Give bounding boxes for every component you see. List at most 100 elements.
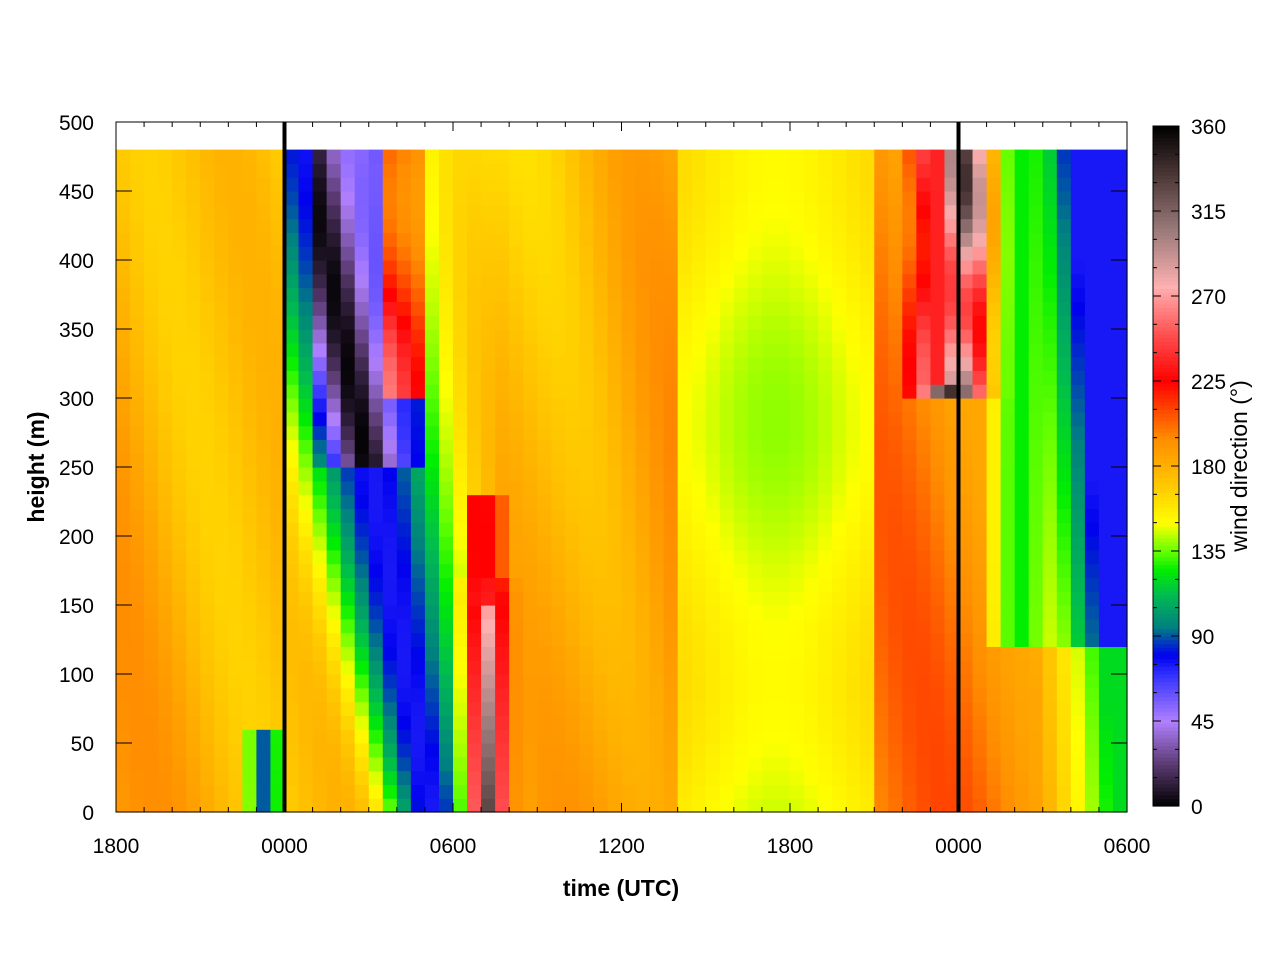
heatmap-cell	[368, 425, 384, 440]
colorbar-segment	[1153, 296, 1179, 301]
heatmap-cell	[130, 177, 145, 192]
heatmap-cell	[200, 618, 215, 634]
heatmap-cell	[368, 756, 384, 772]
heatmap-cell	[298, 480, 314, 496]
heatmap-cell	[691, 260, 707, 275]
heatmap-cell	[1098, 632, 1114, 647]
heatmap-cell	[481, 618, 496, 634]
heatmap-cell	[1070, 232, 1086, 247]
heatmap-cell	[790, 467, 805, 482]
heatmap-cell	[677, 177, 693, 192]
heatmap-cell	[705, 770, 721, 785]
heatmap-cell	[1112, 536, 1128, 551]
heatmap-cell	[1056, 756, 1072, 772]
heatmap-cell	[1112, 784, 1128, 799]
heatmap-cell	[607, 260, 623, 275]
heatmap-cell	[579, 149, 595, 164]
heatmap-cell	[677, 674, 693, 689]
heatmap-cell	[986, 398, 1002, 413]
heatmap-cell	[663, 549, 679, 565]
heatmap-cell	[804, 591, 819, 606]
heatmap-cell	[860, 618, 875, 634]
heatmap-cell	[186, 536, 201, 551]
heatmap-cell	[635, 756, 651, 772]
heatmap-cell	[214, 480, 229, 496]
heatmap-cell	[663, 287, 679, 302]
heatmap-cell	[607, 246, 623, 261]
heatmap-cell	[579, 384, 595, 399]
heatmap-cell	[481, 163, 496, 178]
heatmap-cell	[382, 674, 398, 689]
colorbar-segment	[1153, 137, 1179, 142]
heatmap-cell	[284, 646, 300, 661]
heatmap-cell	[691, 453, 707, 468]
heatmap-cell	[298, 342, 314, 358]
heatmap-cell	[537, 425, 552, 440]
heatmap-cell	[467, 674, 482, 689]
heatmap-cell	[649, 191, 665, 206]
heatmap-cell	[719, 687, 735, 703]
heatmap-cell	[537, 232, 552, 247]
heatmap-cell	[593, 218, 609, 233]
heatmap-cell	[242, 577, 258, 592]
heatmap-cell	[860, 177, 875, 192]
heatmap-cell	[523, 329, 538, 344]
colorbar-tick-label: 225	[1191, 371, 1226, 394]
heatmap-cell	[593, 163, 609, 178]
heatmap-cell	[200, 329, 215, 344]
colorbar-segment	[1153, 348, 1179, 354]
heatmap-cell	[635, 549, 651, 565]
colorbar-segment	[1153, 201, 1179, 206]
heatmap-cell	[846, 287, 861, 302]
heatmap-cell	[958, 232, 974, 247]
heatmap-cell	[354, 384, 370, 399]
heatmap-cell	[467, 715, 482, 730]
colorbar-segment	[1153, 314, 1179, 320]
heatmap-cell	[930, 260, 946, 275]
heatmap-cell	[481, 149, 496, 164]
heatmap-cell	[382, 329, 398, 344]
heatmap-cell	[804, 605, 819, 620]
colorbar-segment	[1153, 171, 1179, 176]
heatmap-cell	[410, 370, 426, 385]
heatmap-cell	[635, 329, 651, 344]
heatmap-cell	[453, 701, 468, 716]
heatmap-cell	[930, 646, 946, 661]
heatmap-cell	[284, 618, 300, 634]
heatmap-cell	[804, 508, 819, 523]
heatmap-cell	[481, 273, 496, 289]
heatmap-cell	[860, 660, 875, 675]
heatmap-cell	[1042, 246, 1058, 261]
heatmap-cell	[172, 743, 187, 758]
heatmap-cell	[228, 232, 243, 247]
heatmap-cell	[1000, 536, 1016, 551]
heatmap-cell	[172, 204, 187, 220]
heatmap-cell	[888, 453, 903, 468]
heatmap-cell	[930, 218, 946, 233]
heatmap-cell	[509, 218, 524, 233]
heatmap-cell	[972, 494, 988, 509]
heatmap-cell	[340, 439, 356, 454]
heatmap-cell	[1000, 770, 1016, 785]
heatmap-cell	[312, 715, 328, 730]
heatmap-cell	[621, 232, 637, 247]
heatmap-cell	[144, 536, 159, 551]
heatmap-cell	[832, 425, 847, 440]
heatmap-cell	[326, 287, 342, 302]
colorbar-segment	[1153, 756, 1179, 762]
heatmap-cell	[804, 522, 819, 537]
heatmap-cell	[818, 480, 833, 496]
heatmap-cell	[930, 398, 946, 413]
heatmap-cell	[944, 315, 960, 330]
heatmap-cell	[565, 246, 580, 261]
heatmap-cell	[1084, 356, 1100, 371]
heatmap-cell	[747, 618, 763, 634]
heatmap-cell	[1056, 163, 1072, 178]
heatmap-cell	[593, 246, 609, 261]
heatmap-cell	[424, 218, 440, 233]
heatmap-cell	[874, 536, 889, 551]
heatmap-cell	[1014, 770, 1030, 785]
heatmap-cell	[158, 246, 173, 261]
heatmap-cell	[158, 743, 173, 758]
heatmap-cell	[256, 439, 272, 454]
